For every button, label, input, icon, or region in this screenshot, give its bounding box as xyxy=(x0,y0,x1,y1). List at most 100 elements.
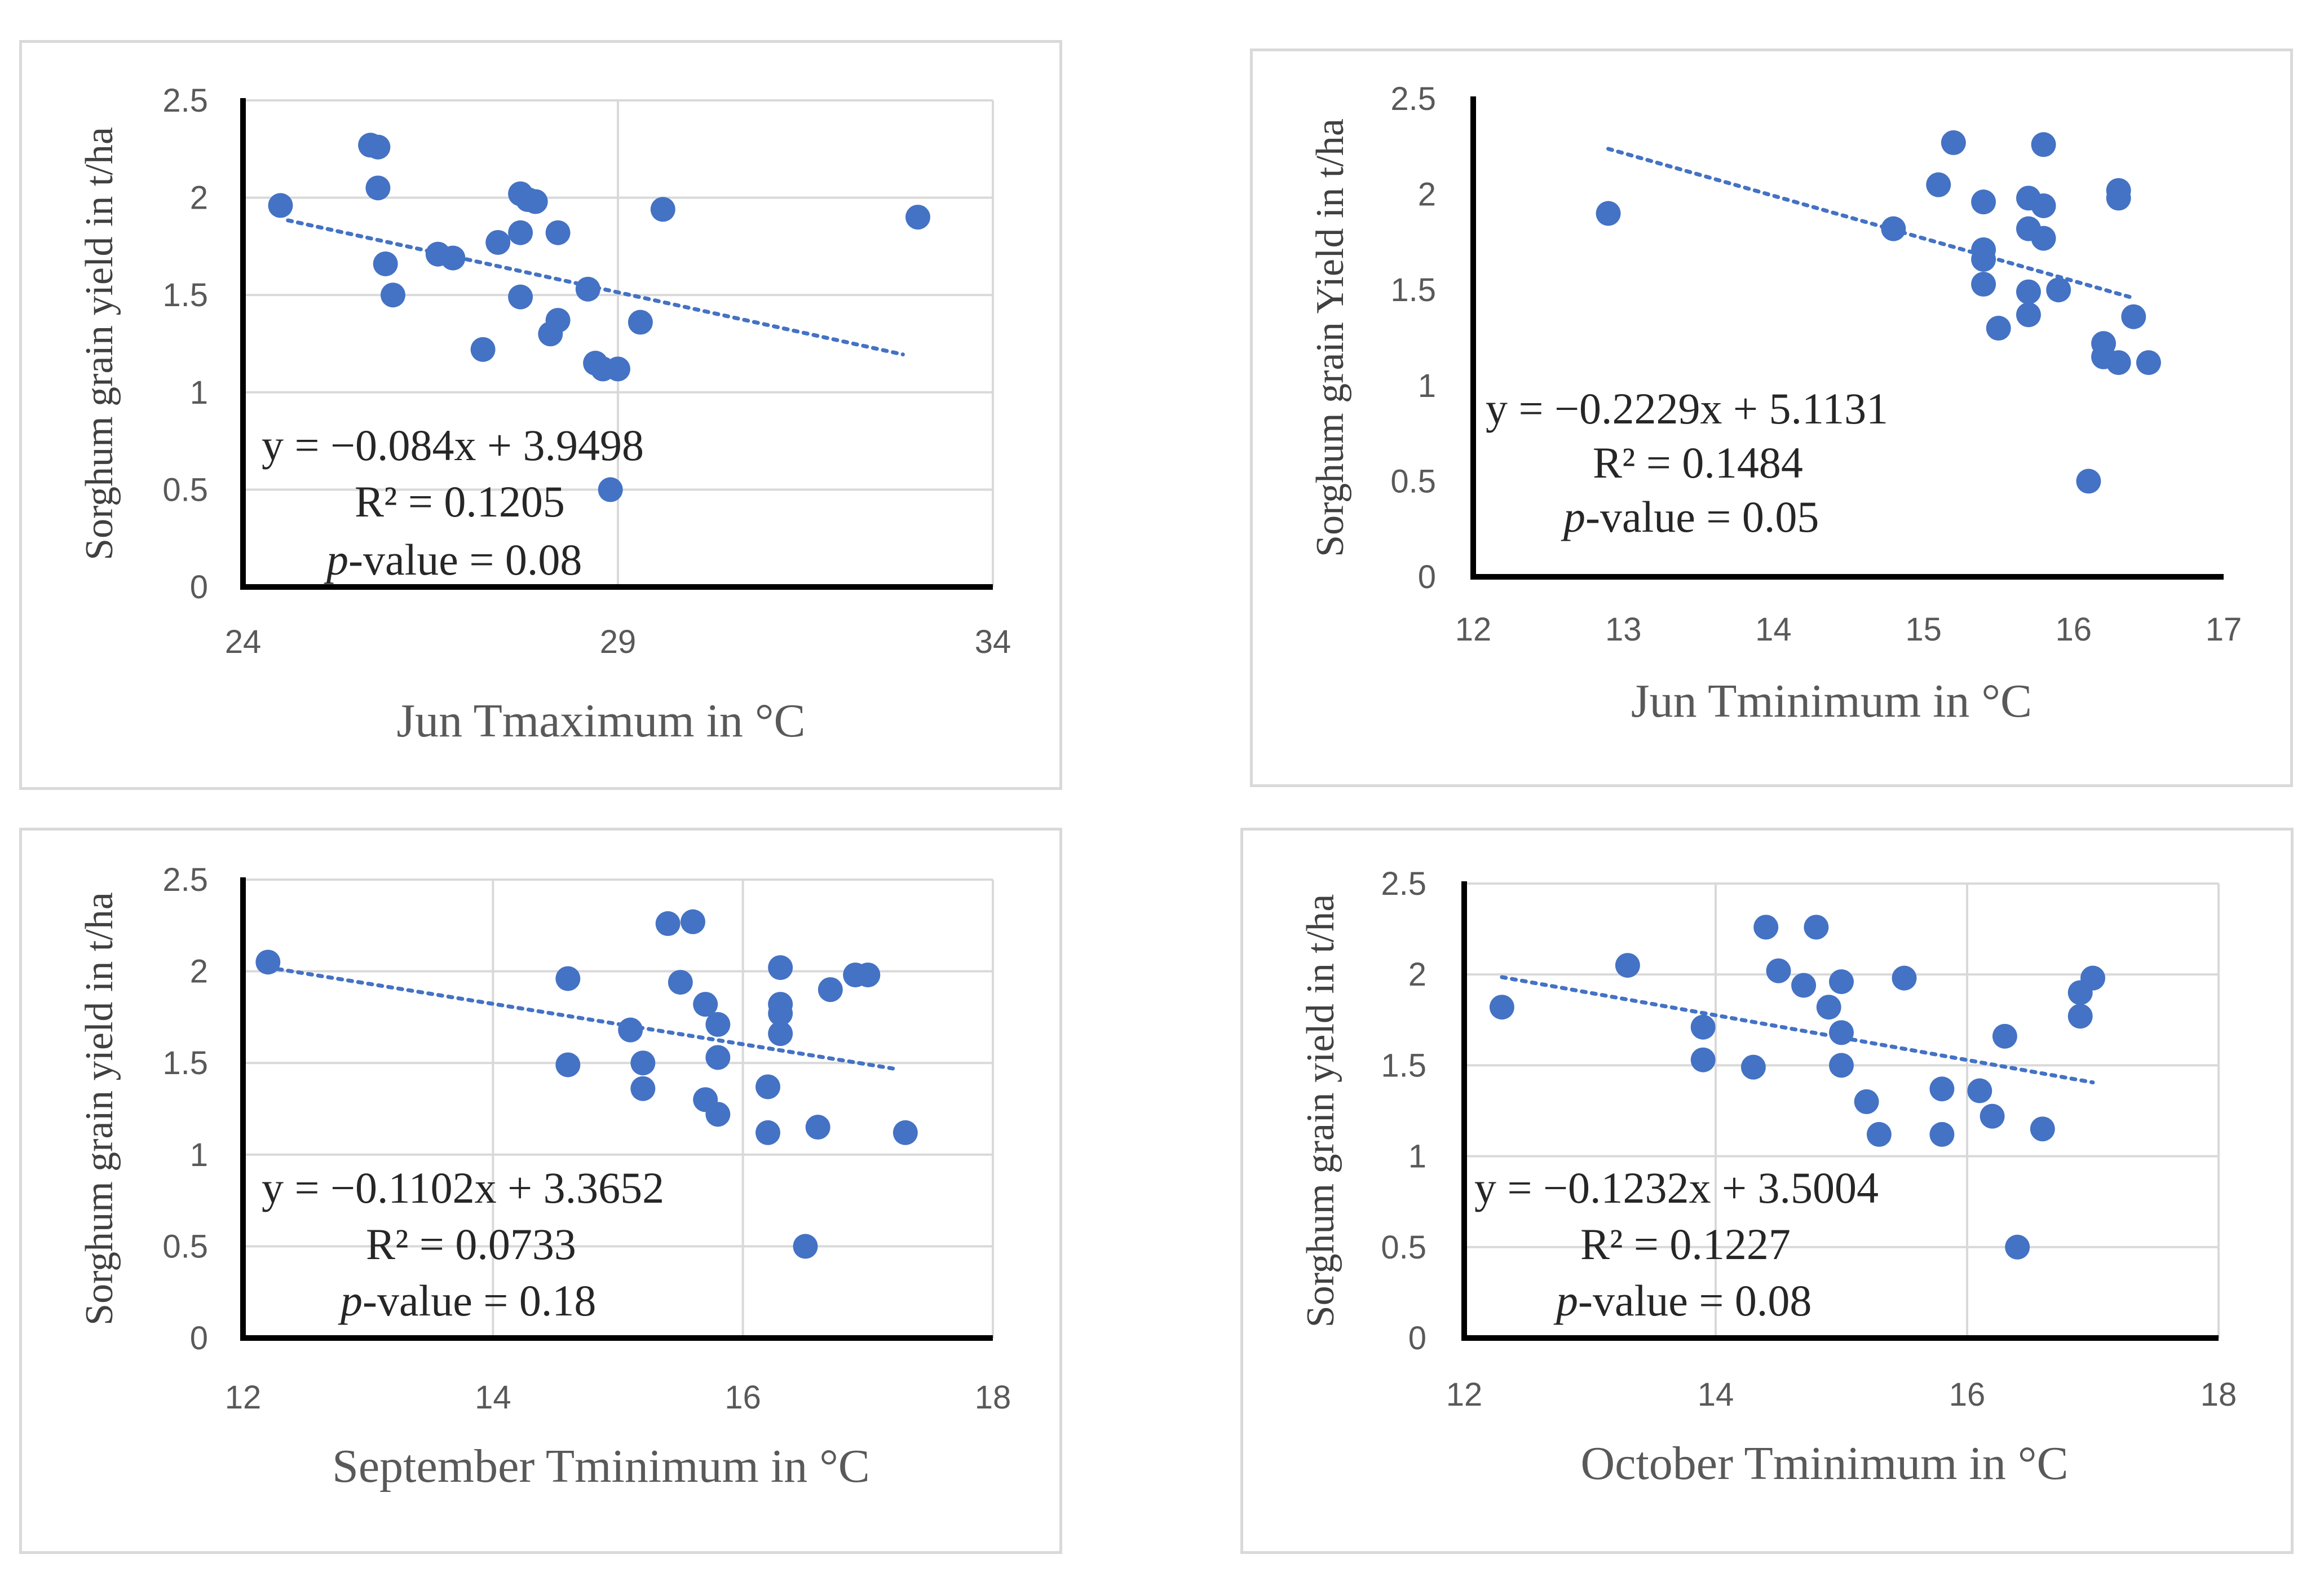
data-point xyxy=(1971,246,1996,272)
data-point xyxy=(618,1017,643,1043)
data-point xyxy=(440,245,466,271)
data-point xyxy=(693,992,718,1017)
data-point xyxy=(893,1120,918,1145)
y-axis-title: Sorghum grain yield in t/ha xyxy=(78,127,121,560)
data-point xyxy=(1615,953,1640,978)
data-point xyxy=(1804,915,1829,940)
data-point xyxy=(2080,965,2105,991)
data-point xyxy=(2031,132,2056,157)
y-tick-label: 0.5 xyxy=(1390,463,1436,500)
x-tick-label: 17 xyxy=(2206,611,2242,648)
data-point xyxy=(1929,1121,1955,1147)
trendline xyxy=(266,965,895,1071)
y-tick-label: 1 xyxy=(1408,1138,1426,1175)
data-point xyxy=(1829,1053,1854,1078)
y-tick-label: 0 xyxy=(190,1320,208,1357)
y-axis-title: Sorghum grain Yield in t/ha xyxy=(1309,118,1352,557)
data-point xyxy=(545,220,571,245)
x-tick-label: 18 xyxy=(975,1379,1011,1416)
data-point xyxy=(2106,186,2131,211)
p-value-symbol: p xyxy=(338,1276,363,1325)
p-value-label: p-value = 0.08 xyxy=(1553,1276,1812,1325)
p-value-symbol: p xyxy=(1553,1276,1578,1325)
x-axis-title: Jun Tmaximum in °C xyxy=(396,695,805,747)
data-point xyxy=(655,911,681,937)
data-point xyxy=(2136,350,2161,376)
y-tick-label: 1.5 xyxy=(162,1045,208,1081)
data-point xyxy=(768,1001,793,1026)
data-point xyxy=(1596,201,1621,226)
data-point xyxy=(1690,1014,1716,1040)
data-point xyxy=(1992,1023,2017,1049)
data-point xyxy=(1816,995,1841,1020)
p-value-label: p-value = 0.18 xyxy=(338,1276,596,1325)
data-point xyxy=(555,1052,581,1078)
data-point xyxy=(1929,1076,1955,1102)
data-point xyxy=(2031,226,2056,251)
data-point xyxy=(381,282,405,308)
data-point xyxy=(2046,277,2071,303)
y-tick-label: 1.5 xyxy=(162,277,208,313)
x-tick-label: 34 xyxy=(975,624,1011,660)
data-point xyxy=(1971,189,1996,215)
data-point xyxy=(705,1045,731,1070)
trendline xyxy=(1606,147,2136,301)
data-point xyxy=(1829,1020,1854,1045)
p-value-label: p-value = 0.05 xyxy=(1561,492,1819,541)
data-point xyxy=(1926,172,1951,197)
y-tick-label: 2 xyxy=(190,180,208,217)
data-point xyxy=(1766,958,1791,983)
r-squared-label: R² = 0.0733 xyxy=(366,1220,576,1269)
data-point xyxy=(768,955,793,981)
x-tick-label: 14 xyxy=(1755,611,1792,648)
r-squared-label: R² = 0.1227 xyxy=(1580,1220,1791,1269)
data-point xyxy=(1986,316,2011,341)
x-tick-label: 18 xyxy=(2201,1376,2237,1413)
data-point xyxy=(668,970,693,995)
data-point xyxy=(755,1074,780,1099)
data-point xyxy=(2106,350,2131,376)
data-point xyxy=(1980,1103,2005,1129)
data-point xyxy=(2016,279,2041,304)
data-point xyxy=(523,189,548,214)
chart-panel-oct-tmin: 0 0.5 1 1.5 2 2.5 12 14 16 18 October Tminimum in … xyxy=(1240,828,2294,1554)
data-point xyxy=(485,229,511,255)
data-point xyxy=(598,477,623,502)
y-tick-label: 1 xyxy=(1418,368,1436,404)
p-value-label: p-value = 0.08 xyxy=(324,535,582,584)
y-tick-label: 1.5 xyxy=(1390,272,1436,308)
p-value-text: -value = 0.05 xyxy=(1585,492,1819,541)
chart-panel-jun-tmin: 0 0.5 1 1.5 2 2.5 12 13 14 15 16 17 Jun Tminimum in … xyxy=(1250,48,2293,787)
data-point xyxy=(855,962,881,988)
scatter-chart-oct-tmin: 0 0.5 1 1.5 2 2.5 12 14 16 18 October Tminimum in … xyxy=(1299,866,2237,1490)
y-tick-label: 0.5 xyxy=(162,1228,208,1265)
data-point xyxy=(545,308,571,333)
data-point xyxy=(1941,130,1966,156)
data-point xyxy=(1854,1089,1879,1114)
x-tick-label: 12 xyxy=(1446,1376,1483,1413)
y-tick-label: 0 xyxy=(190,569,208,606)
data-point xyxy=(373,251,398,276)
trendline xyxy=(1500,975,2095,1085)
y-tick-label: 0.5 xyxy=(162,471,208,508)
scatter-chart-jun-tmin: 0 0.5 1 1.5 2 2.5 12 13 14 15 16 17 Jun Tminimum in … xyxy=(1309,81,2242,727)
data-point xyxy=(2067,1004,2093,1029)
y-tick-label: 2.5 xyxy=(162,82,208,119)
x-tick-label: 12 xyxy=(1455,611,1492,648)
y-axis-title: Sorghum grain yield in t/ha xyxy=(78,892,121,1326)
data-point xyxy=(365,175,391,201)
y-tick-label: 2 xyxy=(1408,956,1426,993)
data-point xyxy=(508,220,533,245)
y-tick-label: 2 xyxy=(190,953,208,990)
data-point xyxy=(1753,915,1779,940)
x-axis-title: October Tminimum in °C xyxy=(1581,1437,2069,1490)
x-tick-label: 16 xyxy=(724,1379,761,1416)
scatter-chart-sep-tmin: 0 0.5 1 1.5 2 2.5 12 14 16 18 September Tminimum i… xyxy=(78,862,1011,1492)
p-value-symbol: p xyxy=(324,535,348,584)
data-point xyxy=(2016,302,2041,328)
data-point xyxy=(2030,1116,2055,1142)
p-value-symbol: p xyxy=(1561,492,1585,541)
r-squared-label: R² = 0.1484 xyxy=(1593,438,1803,487)
r-squared-label: R² = 0.1205 xyxy=(355,477,565,526)
trendline xyxy=(286,218,905,357)
